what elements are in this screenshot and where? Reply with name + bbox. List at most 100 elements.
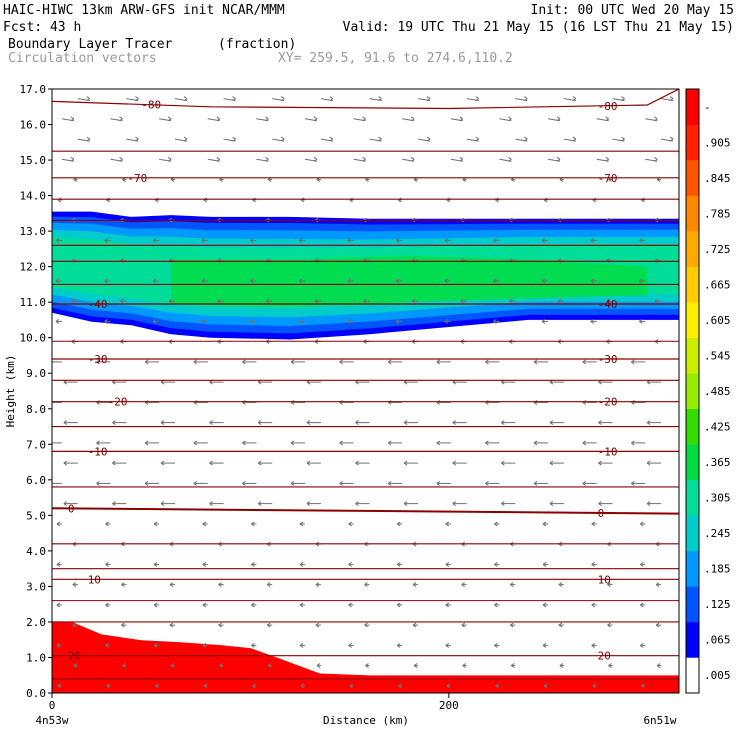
circulation-vector-arrow xyxy=(251,521,257,527)
circulation-vector-arrow xyxy=(298,237,305,243)
circulation-vector-arrow xyxy=(72,622,78,628)
circulation-vector-arrow xyxy=(495,683,500,689)
circulation-vector-arrow xyxy=(396,561,403,567)
y-tick-label: 12.0 xyxy=(20,261,47,274)
circulation-vector-arrow xyxy=(96,480,111,486)
colorbar-label: .305 xyxy=(704,492,731,505)
circulation-vector-arrow xyxy=(606,298,613,304)
circulation-vector-arrow xyxy=(607,622,613,628)
colorbar-label: .665 xyxy=(704,278,731,291)
circulation-vector-arrow xyxy=(202,602,208,608)
circulation-vector-arrow xyxy=(298,278,305,284)
colorbar-swatch xyxy=(686,160,699,196)
circulation-vector-arrow xyxy=(509,298,516,304)
circulation-vector-arrow xyxy=(257,501,273,507)
y-axis-title: Height (km) xyxy=(4,355,17,428)
circulation-vector-arrow xyxy=(169,622,175,628)
circulation-vector-arrow xyxy=(515,136,528,142)
circulation-vector-arrow xyxy=(452,420,467,426)
upper-layer-core xyxy=(171,256,648,306)
circulation-vector-arrow xyxy=(316,663,321,669)
colorbar: - .905 .845 .785 .725 .665 .605 .545 .485 .425 .36… xyxy=(685,88,731,694)
x-end-label-right: 6n51w xyxy=(643,714,676,727)
circulation-vector-arrow xyxy=(348,521,354,527)
circulation-vector-arrow xyxy=(485,440,500,446)
colorbar-label: .005 xyxy=(704,669,731,682)
circulation-vector-arrow xyxy=(290,480,305,486)
circulation-vector-arrow xyxy=(403,460,419,466)
isotherm-label: -80 xyxy=(141,98,161,111)
field-units: (fraction) xyxy=(218,37,296,52)
circulation-vector-arrow xyxy=(159,156,172,162)
circulation-vector-arrow xyxy=(549,501,564,507)
colorbar-swatch xyxy=(686,550,699,587)
circulation-vector-arrow xyxy=(339,480,354,486)
circulation-vector-arrow xyxy=(202,561,208,567)
circulation-vector-arrow xyxy=(73,663,78,669)
circulation-vector-arrow xyxy=(466,96,479,102)
circulation-vector-arrow xyxy=(201,318,208,324)
circulation-vector-arrow xyxy=(169,582,175,588)
plot-frame xyxy=(51,88,680,694)
circulation-vector-arrow xyxy=(452,501,467,507)
circulation-vector-arrow xyxy=(112,501,127,507)
circulation-vector-arrow xyxy=(582,440,597,446)
circulation-vector-arrow xyxy=(364,622,370,628)
circulation-vector-arrow xyxy=(645,156,658,162)
circulation-vector-arrow xyxy=(640,521,646,527)
circulation-vector-arrow xyxy=(299,521,305,527)
circulation-vector-arrow xyxy=(105,561,111,567)
circulation-vector-arrow xyxy=(105,602,111,608)
circulation-vector-arrow xyxy=(267,663,273,669)
y-tick-label: 2.0 xyxy=(26,616,46,629)
circulation-vector-arrow xyxy=(590,278,597,284)
circulation-vector-arrow xyxy=(395,318,403,324)
boundary-layer-core xyxy=(52,621,679,693)
circulation-vector-arrow xyxy=(355,460,370,466)
circulation-vector-arrow xyxy=(202,642,208,648)
circulation-vector-arrow xyxy=(339,440,354,446)
circulation-vector-arrow xyxy=(55,318,62,324)
circulation-vector-arrow xyxy=(418,96,431,102)
circulation-vector-arrow xyxy=(153,642,160,648)
isotherm-label: 0 xyxy=(598,507,605,520)
circulation-vector-arrow xyxy=(403,501,419,507)
circulation-vector-arrow xyxy=(396,642,403,648)
circulation-vector-arrow xyxy=(120,298,127,304)
y-tick-label: 0.0 xyxy=(26,687,46,700)
circulation-vector-arrow xyxy=(251,642,257,648)
circulation-vector-arrow xyxy=(413,663,419,669)
x-tick-label: 0 xyxy=(49,699,56,712)
circulation-vector-arrow xyxy=(347,318,354,324)
circulation-vector-arrow xyxy=(608,663,613,669)
circulation-vector-arrow xyxy=(290,440,305,446)
circulation-vector-arrow xyxy=(304,116,318,122)
circulation-vector-arrow xyxy=(355,420,370,426)
circulation-vector-arrow xyxy=(598,420,613,426)
header-valid-time: Valid: 19 UTC Thu 21 May 15 (16 LST Thu … xyxy=(343,20,734,35)
y-tick-label: 10.0 xyxy=(20,332,47,345)
circulation-vector-arrow xyxy=(656,663,662,669)
colorbar-label: .425 xyxy=(704,421,731,434)
colorbar-frame xyxy=(685,88,700,694)
circulation-vector-arrow xyxy=(112,460,127,466)
circulation-vector-arrow xyxy=(365,663,370,669)
circulation-vector-arrow xyxy=(56,521,62,527)
circulation-vector-arrow xyxy=(315,622,321,628)
circulation-vector-arrow xyxy=(444,237,451,243)
isotherm-label: 10 xyxy=(88,573,101,586)
circulation-vector-arrow xyxy=(541,237,548,243)
colorbar-swatch xyxy=(686,302,699,338)
circulation-vector-arrow xyxy=(387,440,403,446)
circulation-vector-arrow xyxy=(193,440,208,446)
circulation-vector-arrow xyxy=(298,318,305,324)
circulation-vector-arrow xyxy=(144,480,160,486)
circulation-vector-arrow xyxy=(218,622,224,628)
field-name: Boundary Layer Tracer xyxy=(8,37,173,52)
circulation-vector-arrow xyxy=(639,318,646,324)
circulation-vector-arrow xyxy=(170,663,175,669)
circulation-vector-arrow xyxy=(104,278,111,284)
isotherm-label: -30 xyxy=(598,353,618,366)
circulation-vector-arrow xyxy=(598,501,613,507)
circulation-vector-arrow xyxy=(299,642,305,648)
